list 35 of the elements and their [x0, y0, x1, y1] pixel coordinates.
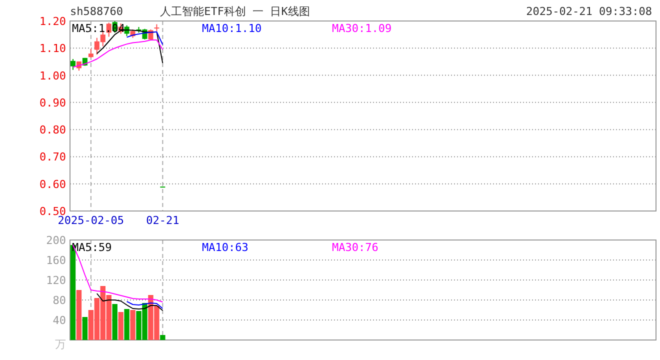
x-tick-label: 2025-02-05 — [58, 214, 124, 227]
line-series — [96, 293, 164, 311]
y-tick-label: 0.60 — [40, 178, 66, 191]
bar — [118, 312, 124, 340]
bar — [112, 304, 118, 340]
text: 2025-02-21 09:33:08 — [526, 5, 652, 18]
y-tick-label: 1.10 — [40, 42, 66, 56]
bar — [160, 335, 166, 340]
y-tick-label: 1.20 — [40, 15, 66, 28]
line-series — [126, 31, 164, 46]
candlestick — [70, 58, 76, 70]
y-tick-label: 80 — [52, 294, 66, 307]
text: 人工智能ETF科创 一 日K线图 — [160, 5, 310, 18]
bar — [130, 310, 136, 340]
line-series — [126, 301, 164, 309]
chart-subtitle: sh588760 — [70, 5, 123, 18]
y-tick-label: 0.80 — [40, 124, 66, 137]
line-series — [72, 244, 164, 302]
line-series — [72, 40, 164, 68]
bar — [82, 317, 88, 340]
y-tick-label: 1.00 — [40, 69, 66, 82]
bar — [76, 290, 82, 340]
x-tick-label: 02-21 — [146, 214, 180, 227]
y-tick-label: 120 — [46, 274, 66, 287]
bar — [124, 309, 130, 340]
y-axis-title: 万 — [55, 338, 66, 351]
text: MA30:76 — [332, 241, 378, 254]
y-tick-label: 0.90 — [40, 96, 66, 110]
text: MA30:1.09 — [332, 22, 392, 35]
text: MA10:1.10 — [202, 22, 262, 35]
y-tick-label: 40 — [52, 314, 66, 327]
y-tick-label: 160 — [46, 254, 66, 267]
text: MA10:63 — [202, 241, 248, 254]
y-tick-label: 0.70 — [40, 150, 66, 164]
y-tick-label: 200 — [46, 234, 66, 247]
